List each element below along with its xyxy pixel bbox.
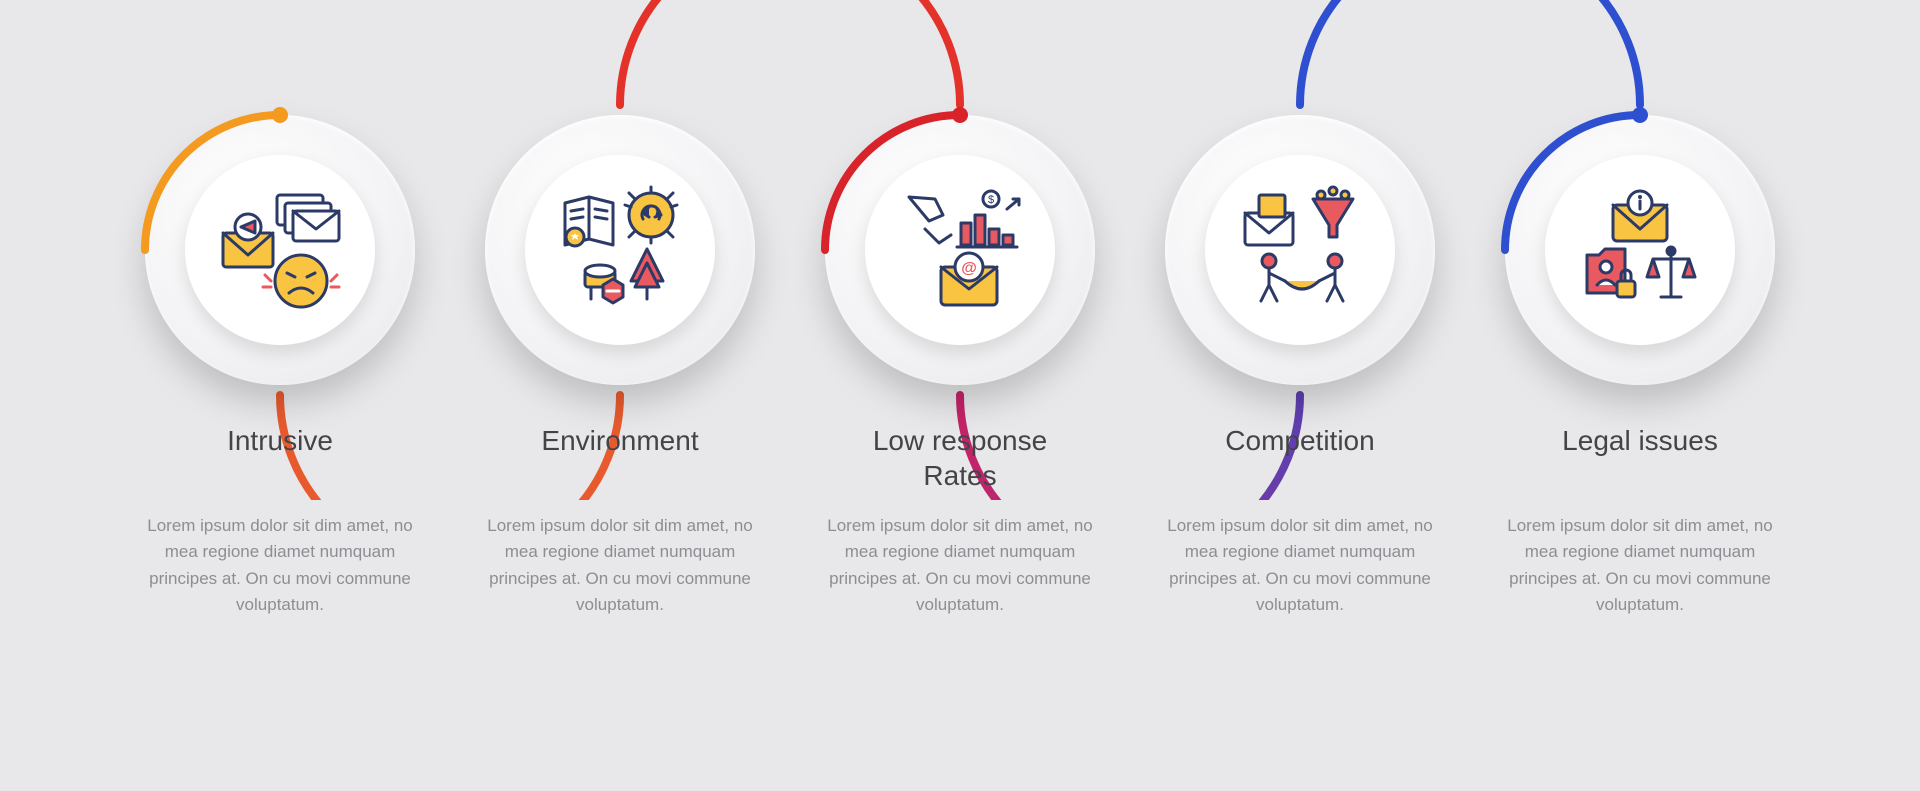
low-response-icon: $ @ (895, 185, 1025, 315)
steps-row: Intrusive Lorem ipsum dolor sit dim amet… (100, 0, 1820, 618)
text-block: Intrusive Lorem ipsum dolor sit dim amet… (130, 423, 430, 618)
medallion (135, 105, 425, 395)
inner-disc: $ @ (865, 155, 1055, 345)
step-title: Competition (1150, 423, 1450, 495)
text-block: Legal issues Lorem ipsum dolor sit dim a… (1490, 423, 1790, 618)
step-body: Lorem ipsum dolor sit dim amet, no mea r… (1150, 513, 1450, 618)
competition-icon (1235, 185, 1365, 315)
svg-text:$: $ (988, 194, 994, 206)
step-title: Environment (470, 423, 770, 495)
text-block: Environment Lorem ipsum dolor sit dim am… (470, 423, 770, 618)
inner-disc (525, 155, 715, 345)
text-block: Competition Lorem ipsum dolor sit dim am… (1150, 423, 1450, 618)
medallion: $ @ (815, 105, 1105, 395)
infographic-stage: Intrusive Lorem ipsum dolor sit dim amet… (100, 0, 1820, 791)
step-title: Legal issues (1490, 423, 1790, 495)
step-intrusive: Intrusive Lorem ipsum dolor sit dim amet… (130, 0, 430, 618)
svg-text:@: @ (961, 260, 977, 277)
medallion (475, 105, 765, 395)
inner-disc (1205, 155, 1395, 345)
step-body: Lorem ipsum dolor sit dim amet, no mea r… (130, 513, 430, 618)
text-block: Low response Rates Lorem ipsum dolor sit… (810, 423, 1110, 618)
step-environment: Environment Lorem ipsum dolor sit dim am… (470, 0, 770, 618)
step-body: Lorem ipsum dolor sit dim amet, no mea r… (470, 513, 770, 618)
step-body: Lorem ipsum dolor sit dim amet, no mea r… (810, 513, 1110, 618)
intrusive-icon (215, 185, 345, 315)
medallion (1495, 105, 1785, 395)
inner-disc (1545, 155, 1735, 345)
step-title: Intrusive (130, 423, 430, 495)
step-competition: Competition Lorem ipsum dolor sit dim am… (1150, 0, 1450, 618)
step-legal: Legal issues Lorem ipsum dolor sit dim a… (1490, 0, 1790, 618)
legal-icon (1575, 185, 1705, 315)
environment-icon (555, 185, 685, 315)
medallion (1155, 105, 1445, 395)
step-body: Lorem ipsum dolor sit dim amet, no mea r… (1490, 513, 1790, 618)
step-low-response: $ @ Low response Rates Lorem ipsum dolor… (810, 0, 1110, 618)
inner-disc (185, 155, 375, 345)
step-title: Low response Rates (810, 423, 1110, 495)
